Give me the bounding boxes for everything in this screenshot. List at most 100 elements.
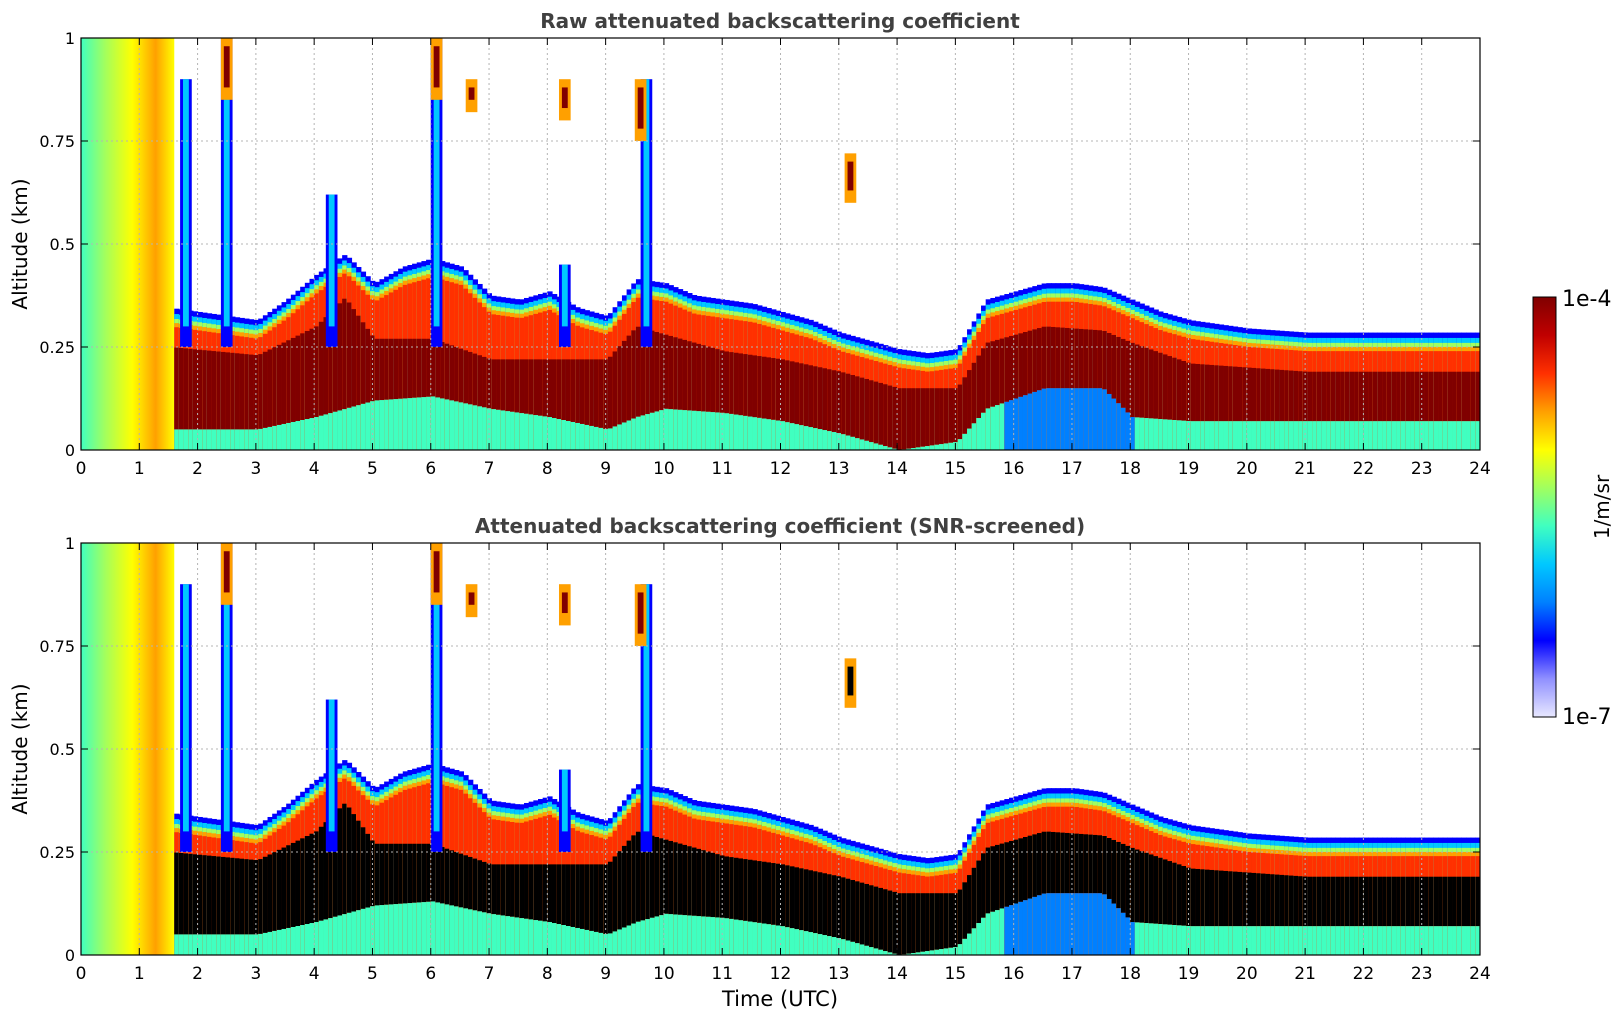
heatmap-cloud-core: [847, 161, 854, 191]
heatmap-plume-core: [643, 79, 650, 327]
heatmap-cell: [1480, 856, 1485, 955]
heatmap-cell: [640, 415, 646, 450]
heatmap-cell: [990, 406, 996, 450]
heatmap-cell: [514, 917, 520, 955]
heatmap-cell: [1074, 833, 1080, 894]
x-tick-label: 11: [711, 964, 733, 984]
heatmap-cell: [1116, 841, 1122, 909]
heatmap-cell: [738, 353, 744, 416]
heatmap-cell: [649, 835, 656, 918]
heatmap-cell: [1316, 371, 1323, 422]
heatmap-cell: [738, 920, 744, 955]
heatmap-cell: [1242, 421, 1248, 450]
heatmap-cell: [631, 835, 637, 924]
heatmap-cell: [220, 429, 227, 450]
heatmap-cell: [1358, 876, 1365, 927]
heatmap-cell: [398, 903, 404, 955]
heatmap-cell: [1461, 371, 1467, 422]
heatmap-cell: [1041, 326, 1047, 389]
heatmap-cell: [1251, 421, 1257, 450]
heatmap-cell: [551, 418, 558, 450]
heatmap-cell: [743, 415, 749, 450]
heatmap-cell: [1116, 908, 1122, 955]
heatmap-cell: [1438, 926, 1444, 955]
heatmap-cell: [831, 432, 838, 450]
heatmap-cell: [934, 444, 940, 450]
heatmap-cell: [384, 843, 390, 905]
heatmap-cell: [1214, 421, 1220, 450]
heatmap-cell: [1480, 421, 1485, 450]
heatmap-cloud-core: [468, 87, 475, 100]
heatmap-cell: [1363, 421, 1369, 450]
heatmap-cell: [398, 338, 404, 399]
heatmap-cell: [757, 356, 763, 418]
heatmap-cell: [1050, 831, 1057, 894]
heatmap-cell: [547, 417, 553, 450]
heatmap-cell: [454, 401, 460, 450]
heatmap-cell: [626, 420, 632, 450]
heatmap-cell: [276, 424, 283, 450]
heatmap-cell: [1466, 421, 1472, 450]
heatmap-cell: [981, 917, 987, 955]
heatmap-cell: [337, 808, 343, 916]
heatmap-cell: [1195, 421, 1201, 450]
heatmap-cell: [416, 397, 423, 450]
heatmap-cell: [412, 843, 418, 903]
heatmap-cell: [398, 843, 404, 904]
heatmap-cell: [1396, 876, 1402, 927]
heatmap-cell: [943, 388, 949, 444]
heatmap-cell: [1288, 875, 1295, 927]
heatmap-cell: [715, 349, 721, 413]
heatmap-cell: [1428, 926, 1434, 955]
x-tick-label: 2: [192, 459, 203, 479]
x-tick-label: 1: [134, 459, 145, 479]
heatmap-cell: [1256, 421, 1262, 450]
heatmap-cell: [682, 339, 688, 411]
heatmap-cell: [1424, 926, 1430, 955]
heatmap-cell: [272, 425, 278, 450]
heatmap-cell: [412, 397, 418, 450]
heatmap-cell: [1204, 926, 1211, 955]
heatmap-cell: [967, 933, 973, 955]
heatmap-cell: [1009, 400, 1015, 450]
heatmap-cell: [1214, 926, 1220, 955]
heatmap-cell: [1004, 842, 1010, 907]
heatmap-cell: [1265, 873, 1271, 927]
heatmap-cell: [1228, 366, 1234, 422]
heatmap-cell: [356, 405, 362, 450]
heatmap-cell: [962, 882, 968, 939]
heatmap-cell: [1158, 924, 1164, 955]
heatmap-cell: [747, 416, 754, 450]
heatmap-cell: [906, 448, 912, 450]
heatmap-cell: [1092, 834, 1099, 894]
heatmap-cell: [421, 843, 427, 903]
heatmap-cell: [500, 359, 506, 411]
heatmap-cell: [1447, 876, 1453, 927]
heatmap-cell: [1274, 874, 1281, 927]
heatmap-cell: [1433, 926, 1439, 955]
heatmap-cell: [878, 887, 884, 950]
heatmap-cell: [351, 814, 357, 912]
y-tick-label: 0: [65, 946, 75, 965]
heatmap-cell: [309, 923, 315, 955]
heatmap-cell: [1386, 876, 1392, 927]
heatmap-cell: [1064, 388, 1071, 450]
heatmap-cell: [1013, 839, 1019, 904]
heatmap-cell: [715, 854, 721, 918]
heatmap-cell: [1102, 836, 1108, 895]
heatmap-cell: [1162, 354, 1169, 420]
heatmap-cell: [500, 864, 506, 916]
heatmap-cell: [1344, 371, 1351, 422]
heatmap-cell: [864, 945, 870, 955]
heatmap-cell: [780, 926, 786, 955]
heatmap-cell: [1167, 861, 1173, 925]
heatmap-cell: [398, 398, 404, 450]
heatmap-plume-core: [561, 264, 568, 327]
heatmap-cell: [435, 845, 441, 903]
heatmap-cell: [1284, 926, 1290, 955]
heatmap-cell: [1363, 876, 1369, 927]
x-tick-label: 13: [828, 459, 850, 479]
heatmap-cell: [1242, 872, 1248, 927]
heatmap-cell: [351, 406, 357, 450]
heatmap-cell: [864, 378, 870, 441]
